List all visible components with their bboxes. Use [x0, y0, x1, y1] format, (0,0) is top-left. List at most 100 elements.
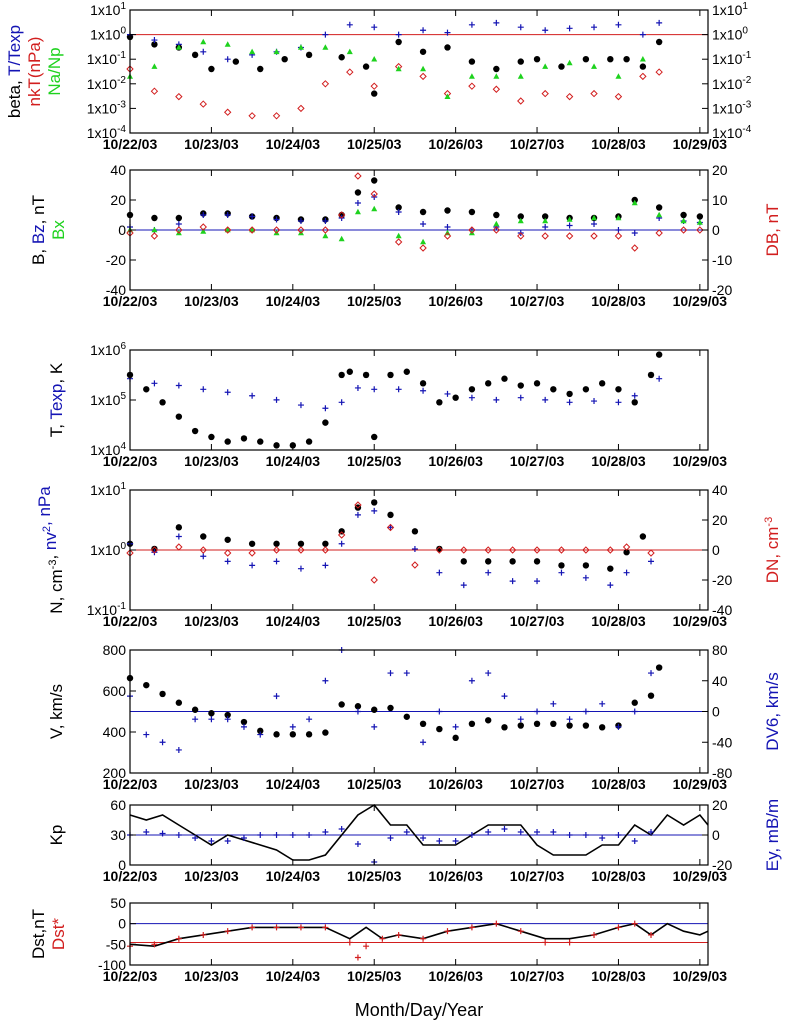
data-point	[257, 832, 264, 838]
data-point	[175, 214, 183, 222]
data-point	[159, 739, 166, 746]
data-point	[509, 578, 516, 585]
data-point	[248, 549, 256, 557]
data-point	[395, 31, 402, 38]
data-point	[273, 731, 280, 738]
y-tick-label-right: -40	[712, 602, 732, 618]
data-point	[647, 549, 655, 557]
data-point	[224, 41, 231, 47]
data-point	[175, 382, 182, 389]
data-point	[533, 56, 541, 63]
data-point	[534, 829, 541, 835]
data-point	[143, 731, 150, 738]
data-point	[582, 832, 589, 838]
data-point	[151, 37, 158, 44]
data-point	[297, 924, 304, 931]
data-point	[371, 706, 378, 713]
data-point	[615, 21, 622, 28]
data-point	[582, 708, 589, 715]
data-point	[337, 531, 346, 539]
x-tick-label: 10/24/03	[266, 293, 321, 309]
data-point	[436, 569, 443, 576]
data-point	[615, 723, 622, 730]
data-point	[346, 368, 354, 375]
data-point	[386, 523, 395, 532]
data-point	[297, 104, 305, 113]
data-point	[322, 218, 329, 224]
data-point	[249, 48, 256, 55]
x-tick-label: 10/28/03	[591, 613, 646, 629]
y-axis-label: N, cm-3, nv2, nPa	[35, 486, 66, 614]
panel-dst: -100 -50 0 50 10/22/03 10/23/03 10/24/03 10/25/…	[29, 895, 727, 1020]
data-point	[452, 723, 459, 730]
data-point	[436, 725, 443, 733]
data-point	[493, 73, 500, 79]
x-tick-label: 10/28/03	[591, 453, 646, 469]
y-axis-label: Bx	[49, 220, 68, 240]
data-point	[371, 205, 378, 212]
y-tick-label-right: 1x10-1	[712, 50, 752, 67]
data-point	[151, 549, 158, 556]
data-point	[272, 112, 281, 120]
data-point	[297, 44, 304, 50]
data-point	[566, 216, 573, 222]
data-point	[387, 371, 394, 379]
data-point	[354, 841, 361, 847]
data-point	[419, 720, 427, 727]
data-point	[387, 511, 394, 519]
data-point	[631, 230, 638, 236]
x-tick-label: 10/22/03	[103, 613, 158, 629]
data-point	[468, 73, 475, 79]
data-point	[150, 87, 159, 95]
data-point	[175, 533, 182, 540]
data-point	[403, 670, 410, 677]
panel-beta: 1x10-4 1x10-3 1x10-2 1x10-1 1x100 1x101 1x10-4…	[5, 1, 752, 152]
data-point	[411, 561, 419, 569]
y-tick-label-right: 0	[712, 542, 720, 558]
data-point	[371, 386, 378, 393]
data-point	[517, 213, 524, 220]
x-tick-label: 10/22/03	[103, 293, 158, 309]
data-point	[297, 565, 304, 572]
y-tick-label: 0	[118, 916, 126, 932]
data-point	[338, 826, 345, 832]
y-tick-label: 600	[103, 683, 127, 699]
y-tick-label: 0	[118, 222, 126, 238]
data-point	[517, 716, 524, 723]
data-point	[257, 731, 264, 738]
data-point	[273, 558, 280, 565]
data-point	[590, 89, 598, 98]
data-point	[590, 232, 598, 240]
data-point	[468, 677, 475, 684]
x-tick-label: 10/22/03	[103, 776, 158, 792]
y-tick-label: 1x100	[90, 541, 126, 558]
data-point	[297, 402, 304, 409]
data-point	[420, 65, 427, 72]
data-point	[493, 65, 500, 73]
y-axis-label: Kp	[47, 825, 66, 846]
data-point	[321, 80, 330, 88]
data-point	[175, 524, 183, 531]
data-point	[656, 375, 663, 382]
x-tick-label: 10/23/03	[184, 453, 239, 469]
data-point	[566, 222, 573, 229]
data-point	[542, 217, 549, 224]
data-point	[615, 73, 622, 79]
data-point	[370, 82, 378, 90]
data-point	[582, 574, 589, 581]
data-point	[639, 31, 646, 38]
data-point	[444, 224, 451, 230]
data-point	[346, 48, 353, 55]
x-tick-label: 10/23/03	[184, 776, 239, 792]
y-axis-label-right: DN, cm-3	[763, 517, 782, 583]
data-point	[208, 433, 215, 441]
y-tick-label: 60	[110, 797, 126, 813]
data-point	[297, 226, 305, 234]
data-point	[223, 108, 232, 116]
data-point	[403, 829, 410, 835]
x-tick-label: 10/28/03	[591, 968, 646, 984]
data-point	[151, 941, 158, 948]
y-tick-label-right: 1x10-4	[712, 124, 752, 141]
x-tick-label: 10/26/03	[428, 968, 483, 984]
y-tick-label-right: 1x100	[712, 26, 748, 43]
